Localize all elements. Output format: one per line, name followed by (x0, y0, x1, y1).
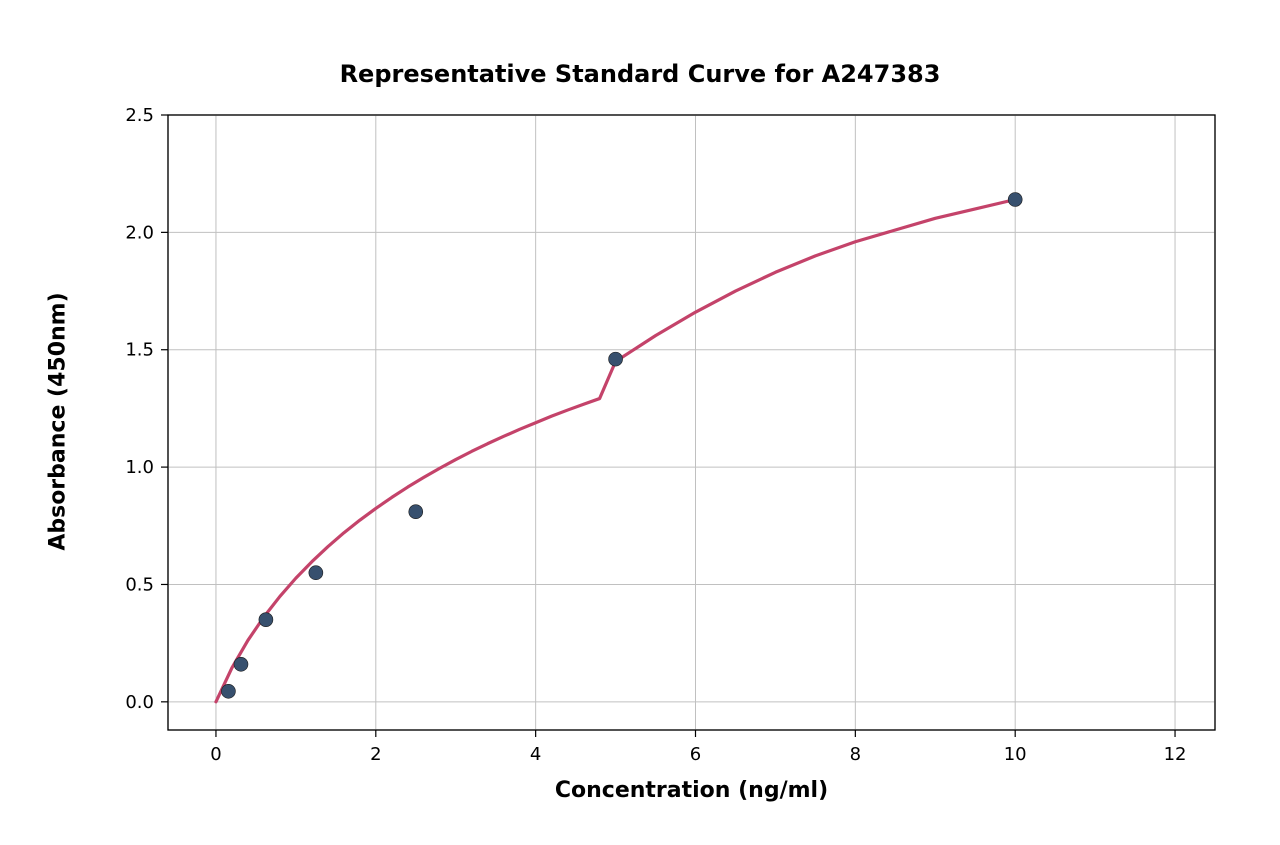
x-tick-label: 6 (690, 744, 701, 765)
y-tick-label: 2.0 (125, 222, 154, 243)
y-tick-label: 2.5 (125, 105, 154, 126)
y-tick-label: 0.5 (125, 574, 154, 595)
x-tick-label: 8 (850, 744, 861, 765)
data-point (234, 657, 248, 671)
x-tick-label: 2 (370, 744, 381, 765)
data-point (259, 613, 273, 627)
y-tick-label: 0.0 (125, 692, 154, 713)
chart-container: 0 2 4 6 8 10 12 0.0 0.5 1.0 1.5 2.0 2.5 Representati… (0, 0, 1280, 845)
x-tick-label: 4 (530, 744, 541, 765)
data-point (309, 566, 323, 580)
y-axis-label: Absorbance (450nm) (46, 271, 71, 571)
plot-area (168, 115, 1215, 730)
data-point (1008, 193, 1022, 207)
chart-title: Representative Standard Curve for A24738… (0, 60, 1280, 88)
y-tick-label: 1.5 (125, 340, 154, 361)
x-tick-label: 10 (1004, 744, 1027, 765)
data-point (409, 505, 423, 519)
y-tick-label: 1.0 (125, 457, 154, 478)
data-point (609, 352, 623, 366)
x-tick-label: 12 (1164, 744, 1187, 765)
x-tick-label: 0 (210, 744, 221, 765)
x-axis-label: Concentration (ng/ml) (168, 778, 1215, 803)
chart-svg: 0 2 4 6 8 10 12 0.0 0.5 1.0 1.5 2.0 2.5 (0, 0, 1280, 845)
data-point (221, 684, 235, 698)
